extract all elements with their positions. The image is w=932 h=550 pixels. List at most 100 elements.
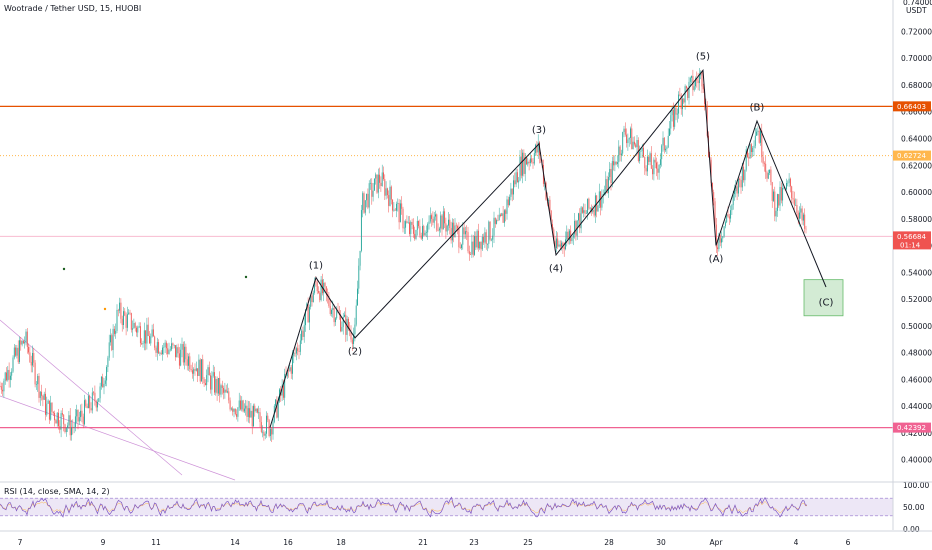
candle-body — [128, 312, 130, 315]
candle-body — [763, 163, 765, 165]
candle-body — [297, 348, 299, 351]
candle-body — [758, 130, 760, 143]
candle-body — [158, 342, 160, 354]
candle-body — [674, 107, 676, 127]
candle-body — [251, 410, 253, 427]
candle-body — [69, 415, 71, 436]
candle-body — [100, 376, 102, 387]
candle-body — [748, 156, 750, 159]
candle-body — [93, 392, 95, 394]
candle-body — [453, 222, 455, 238]
candle-body — [47, 400, 49, 404]
wave-lines — [269, 68, 827, 428]
y-tick-label: 0.54000 — [901, 268, 932, 277]
candle-body — [401, 203, 403, 209]
candle-body — [789, 178, 791, 187]
candle-body — [141, 343, 143, 345]
candle-body — [385, 188, 387, 196]
candle-body — [295, 348, 297, 354]
candle-body — [438, 228, 440, 231]
candle-body — [72, 427, 74, 428]
price-tag-label: 0.62724 — [897, 152, 926, 160]
candle-body — [800, 208, 802, 213]
y-tick-label: 0.46000 — [901, 375, 932, 384]
candle-body — [20, 340, 22, 345]
candle-body — [4, 372, 6, 381]
candle-body — [753, 145, 755, 148]
candle-body — [259, 412, 261, 423]
candle-body — [151, 329, 153, 337]
candle-body — [121, 318, 123, 326]
candle-body — [711, 182, 713, 193]
y-tick-label: 0.52000 — [901, 295, 932, 304]
price-tag-label: 0.56684 — [897, 233, 926, 241]
candle-body — [663, 137, 665, 151]
candle-body — [54, 412, 56, 421]
candle-body — [516, 172, 518, 183]
candle-body — [786, 183, 787, 190]
candle-body — [112, 328, 114, 351]
candle-body — [520, 156, 522, 176]
candle-body — [351, 339, 353, 344]
candle-body — [597, 205, 599, 212]
candle-body — [454, 225, 456, 238]
candle-body — [302, 330, 304, 337]
price-tag — [893, 150, 931, 161]
candle-body — [325, 286, 327, 295]
candle-body — [180, 349, 182, 366]
candle-body — [442, 211, 444, 230]
candle-body — [583, 210, 585, 213]
candle-body — [58, 412, 59, 427]
candle-body — [739, 178, 741, 180]
candle-body — [98, 398, 100, 402]
candle-body — [650, 153, 652, 169]
candle-body — [669, 128, 670, 136]
candle-body — [410, 221, 412, 235]
candle-body — [606, 179, 608, 194]
x-tick-label: 6 — [846, 538, 851, 547]
candle-body — [245, 405, 247, 409]
candle-body — [84, 400, 85, 425]
candle-body — [275, 399, 277, 406]
candle-body — [572, 234, 574, 238]
candle-body — [345, 314, 347, 335]
candle-body — [123, 311, 124, 326]
candle-body — [240, 400, 241, 410]
candle-body — [76, 409, 78, 417]
candle-body — [8, 369, 10, 380]
candle-body — [671, 109, 673, 116]
candle-body — [154, 336, 156, 348]
wave-label: (4) — [549, 264, 563, 275]
y-tick-label: 0.66000 — [901, 108, 932, 117]
candle-body — [357, 288, 358, 306]
rsi-band — [0, 498, 893, 516]
candle-body — [484, 232, 486, 243]
candle-body — [368, 183, 370, 208]
candle-body — [242, 400, 244, 412]
candle-body — [286, 370, 288, 377]
candle-body — [727, 214, 729, 217]
candle-body — [130, 313, 132, 330]
candle-body — [656, 162, 657, 169]
candle-body — [685, 86, 687, 89]
candle-body — [81, 410, 83, 417]
candle-body — [507, 199, 509, 206]
candle-body — [737, 178, 739, 194]
wave-label: (B) — [750, 102, 765, 113]
candle-body — [510, 188, 512, 197]
y-tick-label: 0.48000 — [901, 349, 932, 358]
candle-body — [515, 172, 517, 185]
candle-body — [575, 220, 577, 236]
y-tick-label: 0.40000 — [901, 456, 932, 465]
candle-body — [698, 75, 700, 84]
candle-body — [199, 359, 201, 382]
candle-body — [228, 391, 230, 401]
candle-body — [773, 191, 774, 201]
candle-body — [585, 213, 587, 214]
candle-body — [320, 279, 322, 301]
candle-body — [241, 400, 243, 410]
candle-body — [505, 210, 507, 214]
candle-body — [176, 347, 178, 358]
price-tag-countdown: 01:14 — [900, 241, 921, 249]
